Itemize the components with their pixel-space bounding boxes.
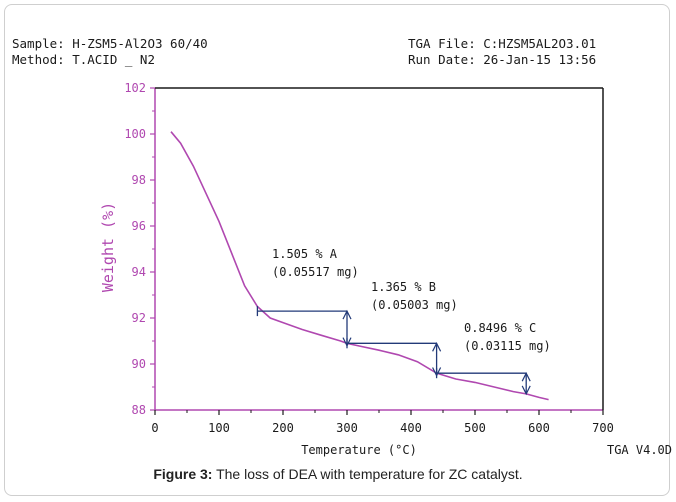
step-C-percent-label: 0.8496 % C [464, 321, 536, 335]
x-tick-label: 500 [464, 421, 486, 435]
y-tick-label: 94 [132, 265, 146, 279]
weight-curve [170, 131, 549, 401]
figure-caption: Figure 3: The loss of DEA with temperatu… [0, 466, 676, 482]
x-tick-label: 600 [528, 421, 550, 435]
x-axis-label: Temperature (°C) [301, 443, 417, 457]
step-C-arrow-up [521, 371, 531, 382]
y-tick-label: 98 [132, 173, 146, 187]
y-tick-label: 102 [124, 81, 146, 95]
y-tick-label: 90 [132, 357, 146, 371]
caption-label: Figure 3: [153, 466, 213, 482]
step-A-percent-label: 1.505 % A [272, 247, 338, 261]
step-B-mass-label: (0.05003 mg) [371, 298, 458, 312]
step-A-arrow-up [342, 309, 352, 320]
x-tick-label: 300 [336, 421, 358, 435]
y-tick-label: 96 [132, 219, 146, 233]
x-tick-label: 100 [208, 421, 230, 435]
caption-text: The loss of DEA with temperature for ZC … [212, 466, 523, 482]
step-C-arrow-down [521, 385, 531, 396]
figure-frame [4, 4, 670, 496]
y-tick-label: 88 [132, 403, 146, 417]
method-label: Method: T.ACID _ N2 [12, 52, 155, 67]
step-A-mass-label: (0.05517 mg) [272, 265, 359, 279]
step-B-arrow-up [432, 341, 442, 352]
x-tick-label: 700 [592, 421, 614, 435]
x-tick-label: 200 [272, 421, 294, 435]
run-date-label: Run Date: 26-Jan-15 13:56 [408, 52, 597, 67]
x-tick-label: 0 [151, 421, 158, 435]
y-tick-label: 100 [124, 127, 146, 141]
x-tick-label: 400 [400, 421, 422, 435]
step-C-mass-label: (0.03115 mg) [464, 339, 551, 353]
y-axis-label: Weight (%) [99, 202, 117, 292]
step-B-percent-label: 1.365 % B [371, 280, 436, 294]
y-tick-label: 92 [132, 311, 146, 325]
software-version: TGA V4.0D [607, 443, 672, 457]
sample-label: Sample: H-ZSM5-Al2O3 60/40 [12, 36, 208, 51]
tga-file-label: TGA File: C:HZSM5AL2O3.01 [408, 36, 597, 51]
